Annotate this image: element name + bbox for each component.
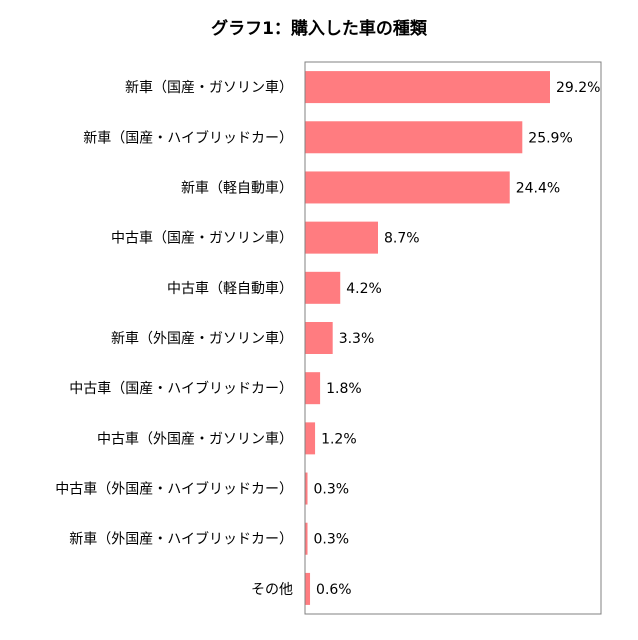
bar [305, 121, 523, 154]
category-label: 中古車（外国産・ハイブリッドカー） [55, 481, 293, 498]
category-label: 新車（外国産・ガソリン車） [111, 330, 293, 347]
value-label: 25.9% [528, 130, 572, 146]
bar [305, 71, 550, 104]
category-label: 中古車（軽自動車） [167, 280, 293, 297]
category-label: 新車（国産・ハイブリッドカー） [83, 129, 293, 146]
value-label: 3.3% [339, 331, 375, 347]
bar [305, 572, 311, 605]
category-label: 中古車（外国産・ガソリン車） [97, 430, 293, 447]
value-label: 4.2% [346, 281, 382, 297]
value-label: 0.6% [316, 582, 352, 598]
category-label: 新車（国産・ガソリン車） [125, 79, 293, 96]
value-label: 0.3% [314, 532, 350, 548]
category-label: その他 [251, 582, 293, 598]
category-label: 中古車（国産・ハイブリッドカー） [69, 380, 293, 397]
value-label: 29.2% [556, 80, 600, 96]
value-label: 24.4% [516, 180, 560, 196]
value-label: 8.7% [384, 231, 420, 247]
bar [305, 271, 341, 304]
chart-title: グラフ1：購入した車の種類 [211, 19, 427, 39]
bars-group [305, 71, 550, 605]
bar [305, 221, 378, 254]
category-label: 新車（軽自動車） [181, 179, 293, 196]
category-label: 新車（外国産・ハイブリッドカー） [69, 531, 293, 548]
bar [305, 422, 316, 455]
value-label: 1.8% [326, 381, 362, 397]
category-labels-group: 新車（国産・ガソリン車） 新車（国産・ハイブリッドカー） 新車（軽自動車） 中古車（国… [55, 79, 293, 598]
value-label: 1.2% [321, 431, 357, 447]
bar [305, 522, 308, 555]
bar [305, 171, 510, 204]
category-label: 中古車（国産・ガソリン車） [111, 230, 293, 247]
bar [305, 472, 308, 505]
value-labels-group: 29.2% 25.9% 24.4% 8.7% 4.2% 3.3% 1.8% 1.2% 0.3% 0… [314, 80, 601, 598]
bar [305, 372, 321, 405]
bar [305, 322, 333, 354]
value-label: 0.3% [314, 482, 350, 498]
